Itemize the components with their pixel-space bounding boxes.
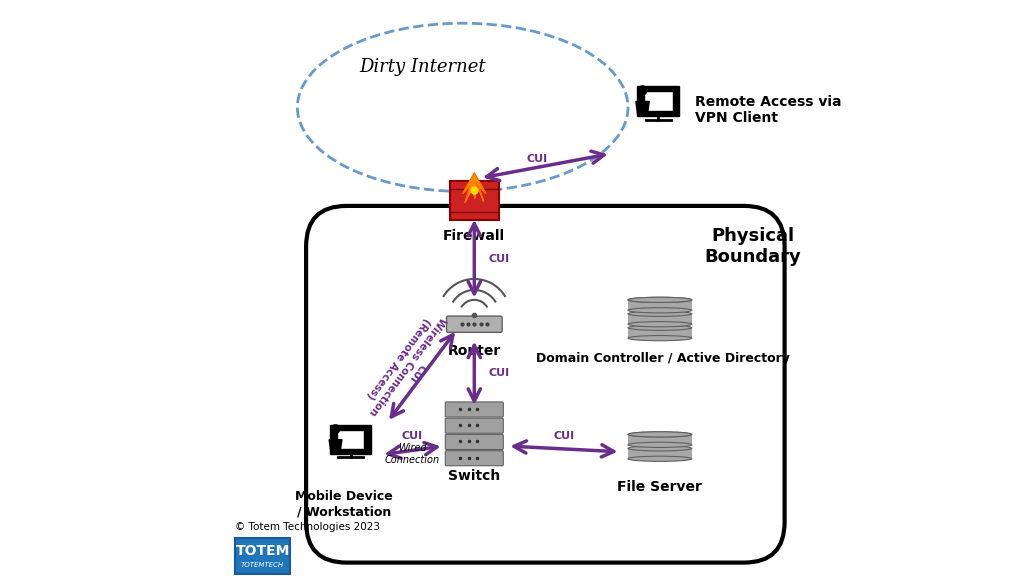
FancyBboxPatch shape <box>445 451 504 466</box>
Ellipse shape <box>628 456 692 462</box>
FancyBboxPatch shape <box>446 316 502 332</box>
Polygon shape <box>636 102 649 115</box>
Text: CUI
Wireless Connection
(Remote Access): CUI Wireless Connection (Remote Access) <box>358 307 457 423</box>
Bar <box>450 181 499 220</box>
Ellipse shape <box>628 335 692 341</box>
Bar <box>628 300 692 310</box>
Ellipse shape <box>628 325 692 331</box>
Text: Mobile Device
/ Workstation: Mobile Device / Workstation <box>295 490 392 518</box>
Ellipse shape <box>628 297 692 303</box>
Ellipse shape <box>628 311 692 317</box>
Text: Physical
Boundary: Physical Boundary <box>705 227 801 266</box>
FancyBboxPatch shape <box>337 430 365 449</box>
Circle shape <box>331 424 340 434</box>
Ellipse shape <box>628 321 692 327</box>
Bar <box>628 328 692 338</box>
FancyBboxPatch shape <box>637 86 679 117</box>
Bar <box>628 314 692 324</box>
Text: CUI: CUI <box>553 430 574 441</box>
Ellipse shape <box>628 442 692 448</box>
Bar <box>628 448 692 459</box>
Ellipse shape <box>628 308 692 313</box>
Bar <box>628 434 692 445</box>
FancyBboxPatch shape <box>445 418 504 433</box>
Text: Dirty Internet: Dirty Internet <box>358 57 485 76</box>
FancyBboxPatch shape <box>644 91 673 111</box>
Ellipse shape <box>628 445 692 451</box>
Text: Wired
Connection: Wired Connection <box>385 443 440 465</box>
Text: CUI: CUI <box>488 368 509 378</box>
Ellipse shape <box>628 432 692 437</box>
Polygon shape <box>329 440 342 453</box>
Text: © Totem Technologies 2023: © Totem Technologies 2023 <box>234 521 380 532</box>
FancyBboxPatch shape <box>445 402 504 417</box>
FancyBboxPatch shape <box>234 538 291 574</box>
Polygon shape <box>463 173 486 202</box>
Text: Switch: Switch <box>449 469 501 483</box>
Text: TOTEM: TOTEM <box>236 544 290 558</box>
Text: CUI: CUI <box>402 430 423 441</box>
Text: Router: Router <box>447 344 501 358</box>
Text: CUI: CUI <box>488 253 509 264</box>
Ellipse shape <box>628 297 692 303</box>
Text: CUI: CUI <box>526 154 547 164</box>
Ellipse shape <box>628 432 692 437</box>
FancyBboxPatch shape <box>331 425 371 454</box>
Text: TOTEMTECH: TOTEMTECH <box>241 562 285 568</box>
Text: Domain Controller / Active Directory: Domain Controller / Active Directory <box>536 352 790 365</box>
Text: File Server: File Server <box>617 480 702 494</box>
Text: Firewall: Firewall <box>443 229 506 243</box>
Text: Remote Access via
VPN Client: Remote Access via VPN Client <box>694 95 841 125</box>
Circle shape <box>637 85 647 96</box>
FancyBboxPatch shape <box>445 434 504 450</box>
